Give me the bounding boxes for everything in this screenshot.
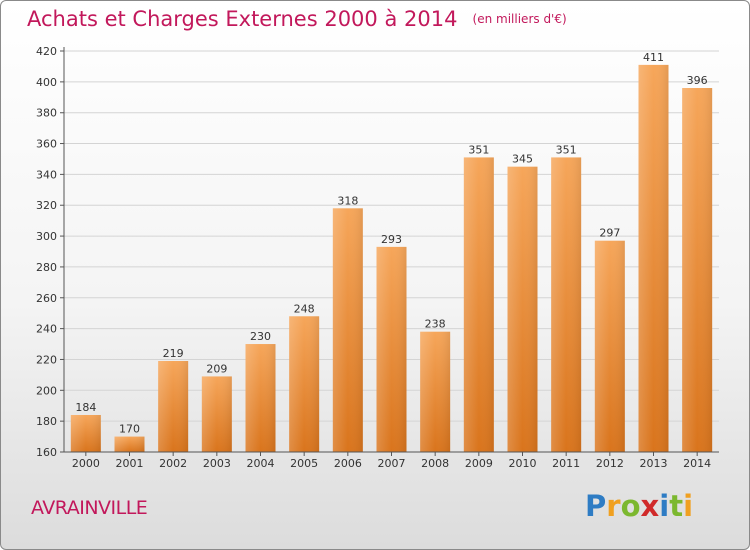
- x-tick-label: 2005: [290, 457, 318, 470]
- bars: [70, 64, 713, 452]
- data-label: 219: [163, 347, 184, 360]
- bar-sheen: [332, 208, 363, 452]
- data-label: 230: [250, 330, 271, 343]
- data-label: 238: [425, 318, 446, 331]
- x-axis-ticks: 2000 2001 2002 2003 2004 2005 2006 2007 2008 2009…: [72, 452, 711, 470]
- y-tick-label: 420: [36, 45, 57, 58]
- chart-unit-label: (en milliers d'€): [472, 12, 567, 26]
- y-tick-label: 280: [36, 261, 57, 274]
- x-tick-label: 2010: [509, 457, 537, 470]
- bar-sheen: [376, 246, 407, 452]
- bar-sheen: [289, 316, 320, 452]
- bar-sheen: [551, 157, 582, 452]
- bar-sheen: [420, 331, 451, 452]
- data-label: 297: [599, 227, 620, 240]
- bar-sheen: [245, 344, 276, 452]
- y-tick-label: 220: [36, 353, 57, 366]
- data-label: 209: [206, 362, 227, 375]
- data-label: 351: [556, 143, 577, 156]
- x-tick-label: 2014: [683, 457, 711, 470]
- x-tick-label: 2011: [552, 457, 580, 470]
- y-tick-label: 360: [36, 138, 57, 151]
- y-tick-label: 320: [36, 199, 57, 212]
- data-label: 345: [512, 153, 533, 166]
- x-tick-label: 2013: [640, 457, 668, 470]
- bar-sheen: [463, 157, 494, 452]
- data-label: 411: [643, 51, 664, 64]
- data-label: 396: [687, 74, 708, 87]
- x-tick-label: 2004: [247, 457, 275, 470]
- bar-sheen: [70, 414, 101, 452]
- bar-sheen: [158, 361, 189, 452]
- data-labels: 184 170 219 209 230 248 318 293 238 351 345 351 297 4…: [75, 51, 707, 436]
- x-tick-label: 2008: [421, 457, 449, 470]
- data-label: 170: [119, 423, 140, 436]
- x-tick-label: 2009: [465, 457, 493, 470]
- bar-sheen: [507, 166, 538, 452]
- data-label: 184: [75, 401, 96, 414]
- data-label: 248: [294, 302, 315, 315]
- x-tick-label: 2001: [116, 457, 144, 470]
- x-tick-label: 2002: [159, 457, 187, 470]
- data-label: 293: [381, 233, 402, 246]
- y-tick-label: 400: [36, 76, 57, 89]
- x-tick-label: 2000: [72, 457, 100, 470]
- x-tick-label: 2007: [378, 457, 406, 470]
- data-label: 351: [468, 143, 489, 156]
- y-tick-label: 260: [36, 292, 57, 305]
- proxiti-logo: Proxiti: [585, 489, 694, 523]
- y-tick-label: 340: [36, 168, 57, 181]
- place-name: AVRAINVILLE: [31, 497, 148, 519]
- data-label: 318: [337, 194, 358, 207]
- chart-title-text: Achats et Charges Externes 2000 à 2014: [27, 7, 458, 31]
- bar-sheen: [682, 88, 713, 452]
- chart-title: Achats et Charges Externes 2000 à 2014 (…: [27, 7, 567, 31]
- bar-sheen: [114, 436, 145, 452]
- x-tick-label: 2003: [203, 457, 231, 470]
- bar-sheen: [638, 64, 669, 452]
- bar-sheen: [594, 240, 625, 452]
- x-tick-label: 2012: [596, 457, 624, 470]
- y-tick-label: 380: [36, 107, 57, 120]
- y-tick-label: 160: [36, 446, 57, 459]
- y-tick-label: 300: [36, 230, 57, 243]
- y-tick-label: 240: [36, 323, 57, 336]
- y-tick-label: 180: [36, 415, 57, 428]
- axes: [63, 47, 719, 453]
- x-tick-label: 2006: [334, 457, 362, 470]
- y-axis-ticks: 160 180 200 220 240 260 280 300 320 340 360 380 400 4…: [36, 45, 64, 459]
- bar-sheen: [201, 376, 232, 452]
- y-tick-label: 200: [36, 384, 57, 397]
